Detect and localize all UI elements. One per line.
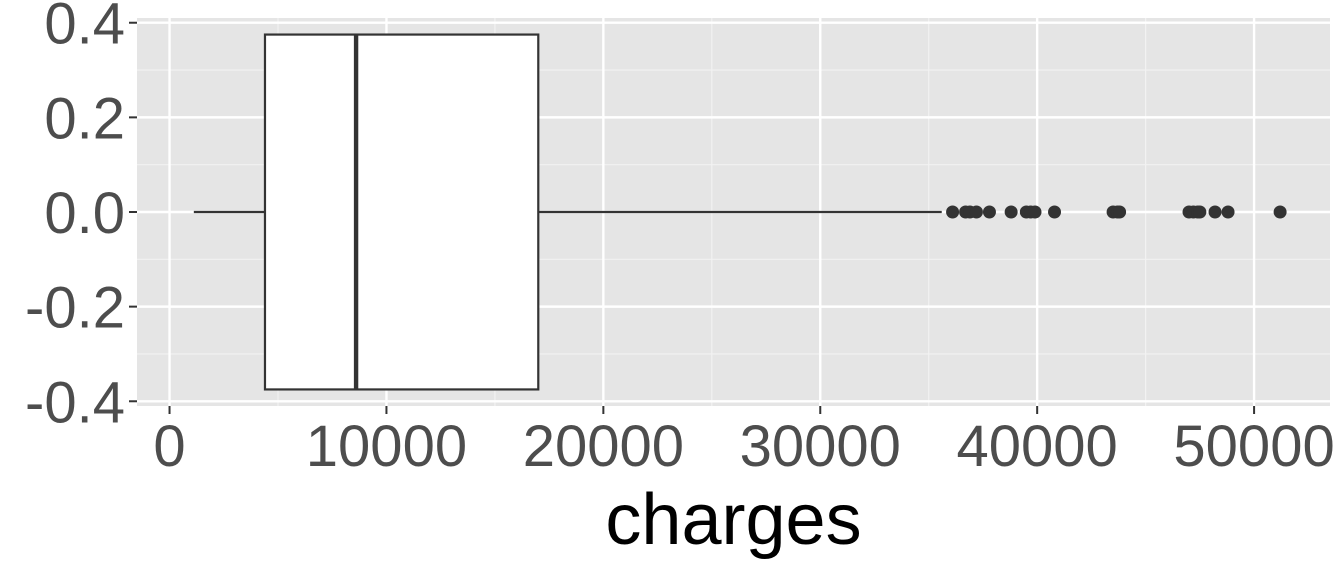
x-tick-label: 50000 — [1173, 414, 1334, 479]
outlier-point — [1221, 205, 1235, 219]
outlier-point — [1193, 205, 1207, 219]
y-tick-label: -0.2 — [25, 276, 125, 341]
x-tick-label: 40000 — [957, 414, 1118, 479]
outlier-point — [1208, 205, 1222, 219]
outlier-point — [1028, 205, 1042, 219]
outlier-point — [1273, 205, 1287, 219]
y-tick-label: 0.2 — [44, 86, 125, 151]
outlier-point — [1113, 205, 1127, 219]
y-tick-label: 0.4 — [44, 0, 125, 57]
y-axis: 0.4 0.2 0.0 -0.2 -0.4 — [25, 0, 137, 435]
x-axis-title: charges — [605, 480, 861, 560]
x-tick-label: 10000 — [306, 414, 467, 479]
x-tick-label: 20000 — [523, 414, 684, 479]
x-tick-label: 0 — [153, 414, 185, 479]
y-tick-label: -0.4 — [25, 370, 125, 435]
outlier-point — [969, 205, 983, 219]
outlier-point — [946, 205, 960, 219]
outlier-point — [982, 205, 996, 219]
outlier-point — [1004, 205, 1018, 219]
y-tick-label: 0.0 — [44, 181, 125, 246]
outlier-group — [946, 205, 1287, 219]
outlier-point — [1048, 205, 1062, 219]
box-iqr — [263, 33, 540, 391]
x-tick-label: 30000 — [740, 414, 901, 479]
x-axis: 0 10000 20000 30000 40000 50000 — [153, 406, 1335, 479]
box-group — [193, 33, 942, 391]
